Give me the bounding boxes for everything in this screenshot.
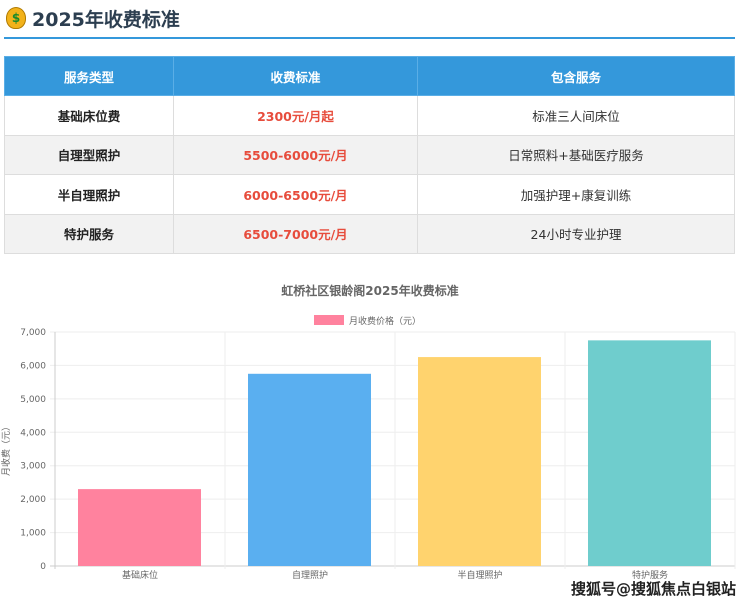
service-type-cell: 基础床位费 bbox=[4, 95, 174, 136]
col-header: 收费标准 bbox=[173, 56, 418, 96]
y-tick-label: 6,000 bbox=[20, 361, 46, 371]
table-row: 特护服务 6500-7000元/月 24小时专业护理 bbox=[4, 213, 735, 254]
y-tick-label: 4,000 bbox=[20, 428, 46, 438]
y-axis-label: 月收费（元） bbox=[0, 422, 12, 476]
table-row: 基础床位费 2300元/月起 标准三人间床位 bbox=[4, 95, 735, 136]
money-bag-icon: $ bbox=[6, 7, 26, 29]
x-tick-label: 半自理照护 bbox=[457, 569, 502, 581]
price-cell: 6000-6500元/月 bbox=[173, 174, 418, 215]
bar bbox=[248, 373, 371, 566]
y-tick-label: 5,000 bbox=[20, 395, 46, 405]
table-row: 自理型照护 5500-6000元/月 日常照料+基础医疗服务 bbox=[4, 134, 735, 175]
x-tick-label: 特护服务 bbox=[632, 569, 668, 581]
x-tick-label: 自理照护 bbox=[292, 569, 328, 581]
page-header: $ 2025年收费标准 bbox=[6, 4, 180, 32]
watermark: 搜狐号@搜狐焦点白银站 bbox=[570, 580, 736, 598]
fee-table: 服务类型 收费标准 包含服务 基础床位费 2300元/月起 标准三人间床位 自理型照护… bbox=[4, 56, 735, 254]
chart-title: 虹桥社区银龄阁2025年收费标准 bbox=[281, 283, 458, 298]
y-tick-label: 1,000 bbox=[20, 529, 46, 539]
included-services-cell: 标准三人间床位 bbox=[417, 95, 735, 136]
legend-label: 月收费价格（元） bbox=[349, 315, 421, 327]
included-services-cell: 加强护理+康复训练 bbox=[417, 174, 735, 215]
included-services-cell: 日常照料+基础医疗服务 bbox=[417, 134, 735, 175]
divider bbox=[4, 37, 735, 39]
price-cell: 2300元/月起 bbox=[173, 95, 418, 136]
service-type-cell: 自理型照护 bbox=[4, 134, 174, 175]
page-title: 2025年收费标准 bbox=[32, 8, 180, 31]
service-type-cell: 特护服务 bbox=[4, 213, 174, 254]
legend-swatch bbox=[314, 315, 344, 325]
y-tick-label: 2,000 bbox=[20, 495, 46, 505]
x-tick-label: 基础床位 bbox=[122, 569, 158, 581]
price-cell: 5500-6000元/月 bbox=[173, 134, 418, 175]
y-tick-label: 3,000 bbox=[20, 462, 46, 472]
y-tick-label: 7,000 bbox=[20, 328, 46, 338]
col-header: 服务类型 bbox=[4, 56, 174, 96]
included-services-cell: 24小时专业护理 bbox=[417, 213, 735, 254]
bar bbox=[588, 340, 711, 566]
col-header: 包含服务 bbox=[417, 56, 735, 96]
y-tick-label: 0 bbox=[40, 562, 46, 572]
bar bbox=[78, 489, 201, 566]
price-cell: 6500-7000元/月 bbox=[173, 213, 418, 254]
table-row: 半自理照护 6000-6500元/月 加强护理+康复训练 bbox=[4, 174, 735, 215]
service-type-cell: 半自理照护 bbox=[4, 174, 174, 215]
bar bbox=[418, 357, 541, 566]
